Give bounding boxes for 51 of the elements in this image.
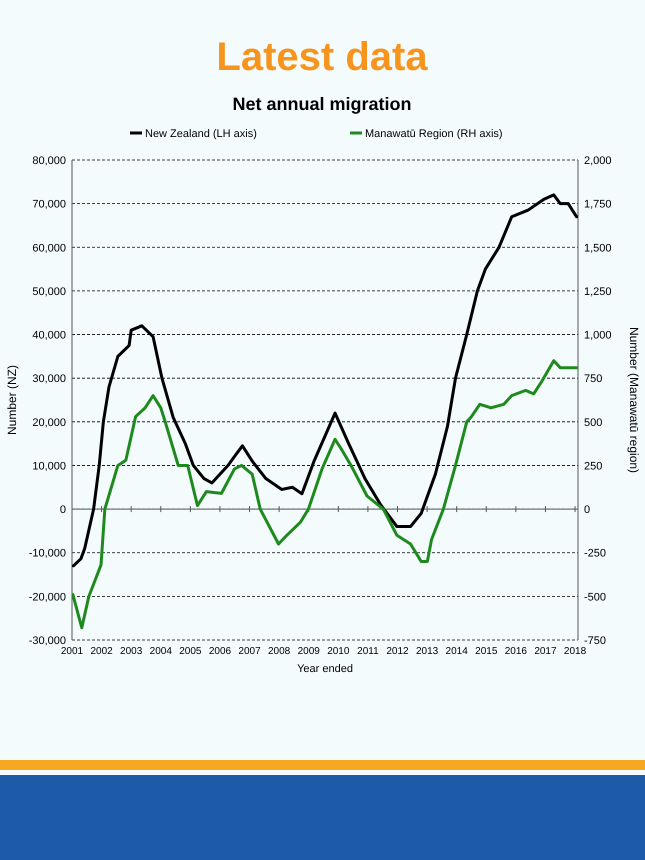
y-tick-label: 30,000 [32,373,66,386]
legend-label: Manawatū Region (RH axis) [365,128,503,140]
y-tick-label: 10,000 [32,460,66,472]
y-tick-label: 80,000 [32,155,66,167]
x-tick-label: 2002 [90,646,114,657]
y2-tick-label: 1,500 [584,242,612,254]
x-tick-label: 2008 [268,646,291,657]
x-tick-label: 2010 [327,646,350,657]
y2-tick-label: -250 [584,548,606,560]
y2-tick-label: 1,750 [584,198,612,211]
y2-tick-label: 1,250 [584,286,612,298]
y2-tick-label: 250 [584,460,602,472]
y2-tick-label: -750 [584,635,606,647]
line-series [71,359,578,630]
chart-title: Latest data [216,35,428,79]
x-tick-label: 2018 [564,646,587,657]
y2-tick-label: 1,000 [584,330,612,342]
y-tick-label: -20,000 [28,591,66,604]
x-tick-label: 2012 [386,646,410,657]
x-tick-label: 2001 [60,646,84,657]
x-tick-label: 2006 [208,646,232,657]
y-tick-label: 0 [60,504,66,516]
x-tick-label: 2007 [238,646,262,657]
x-tick-label: 2004 [150,646,172,657]
x-tick-label: 2015 [475,646,498,657]
x-tick-label: 2016 [504,646,528,657]
chart-subtitle: Net annual migration [232,94,412,114]
x-tick-label: 2017 [534,646,558,657]
y2-tick-label: 0 [584,504,590,516]
y-tick-label: -10,000 [28,548,66,560]
y-tick-label: 70,000 [32,198,66,211]
y-tick-label: -30,000 [28,635,66,647]
y-tick-label: 60,000 [32,242,66,254]
y2-axis-title: Number (Manawatū region) [627,326,641,474]
x-axis-title: Year ended [297,663,353,675]
y2-tick-label: 500 [584,416,602,429]
x-tick-label: 2009 [298,646,320,657]
y-tick-label: 40,000 [32,330,66,342]
y2-tick-label: -500 [584,591,606,604]
x-tick-label: 2003 [120,646,143,657]
x-tick-label: 2005 [179,646,202,657]
x-tick-label: 2014 [446,646,468,657]
y-axis-title: Number (NZ) [5,364,19,436]
y2-tick-label: 2,000 [584,155,612,167]
y-tick-label: 50,000 [32,286,66,298]
y2-tick-label: 750 [584,373,602,386]
legend-label: New Zealand (LH axis) [145,128,257,140]
x-tick-label: 2013 [416,646,439,657]
line-series [72,193,578,568]
x-tick-label: 2011 [357,646,380,657]
y-tick-label: 20,000 [32,416,66,429]
